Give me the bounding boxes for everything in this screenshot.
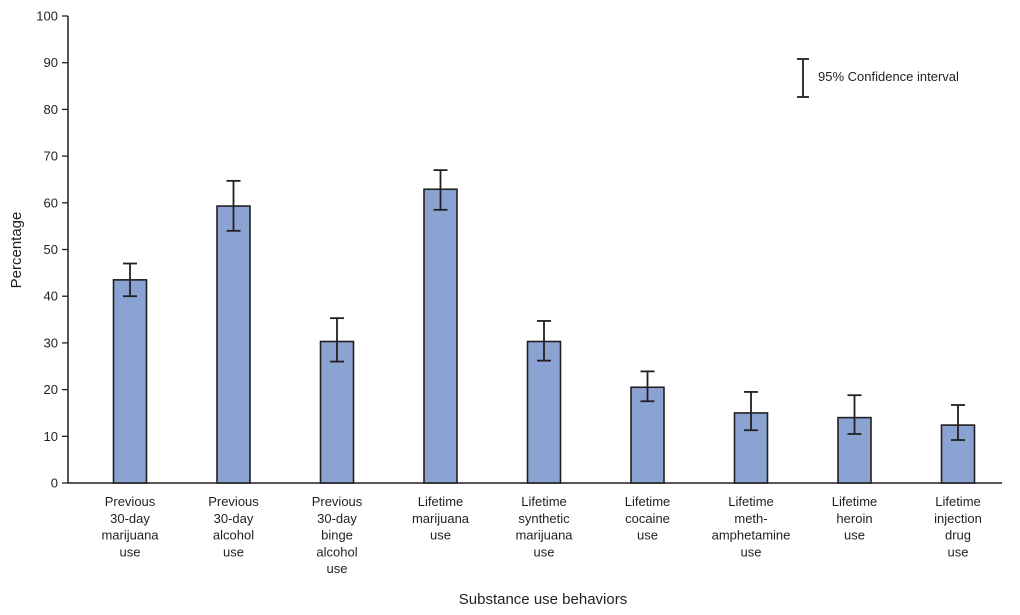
y-tick-label: 90 bbox=[44, 55, 58, 70]
category-label-line: use bbox=[844, 528, 865, 543]
category-label: Lifetime heroin use bbox=[832, 494, 878, 543]
y-axis-title: Percentage bbox=[8, 212, 25, 289]
bar bbox=[216, 205, 251, 484]
category-label-line: Lifetime bbox=[521, 494, 567, 509]
category-label-line: 30-day bbox=[317, 511, 357, 526]
legend: 95% Confidence interval bbox=[797, 58, 959, 98]
category-label: Lifetime synthetic marijuana use bbox=[515, 494, 573, 559]
category-label-line: use bbox=[223, 544, 244, 559]
y-tick-label: 10 bbox=[44, 429, 58, 444]
y-tick-label: 100 bbox=[36, 9, 58, 24]
legend-label: 95% Confidence interval bbox=[818, 69, 959, 84]
category-label: Lifetime marijuana use bbox=[412, 494, 470, 543]
category-label-line: 30-day bbox=[214, 511, 254, 526]
category-label-line: Previous bbox=[105, 494, 156, 509]
y-tick-label: 60 bbox=[44, 195, 58, 210]
y-tick-label: 80 bbox=[44, 102, 58, 117]
category-label: Lifetime injection drug use bbox=[934, 494, 982, 559]
y-tick-label: 50 bbox=[44, 242, 58, 257]
bar bbox=[630, 386, 665, 484]
category-label-line: use bbox=[327, 561, 348, 576]
category-label-line: marijuana bbox=[101, 528, 159, 543]
bars bbox=[112, 188, 976, 484]
category-label-line: Lifetime bbox=[728, 494, 774, 509]
category-label-line: use bbox=[741, 544, 762, 559]
category-label-line: synthetic bbox=[518, 511, 570, 526]
category-label-line: injection bbox=[934, 511, 982, 526]
category-label-line: use bbox=[948, 544, 969, 559]
category-label-line: use bbox=[534, 544, 555, 559]
category-label-line: Previous bbox=[312, 494, 363, 509]
error-bars bbox=[123, 169, 965, 441]
category-label-line: 30-day bbox=[110, 511, 150, 526]
bar bbox=[319, 340, 355, 484]
category-label-line: cocaine bbox=[625, 511, 670, 526]
category-label-line: meth- bbox=[734, 511, 767, 526]
category-label-line: Lifetime bbox=[935, 494, 981, 509]
category-label-line: amphetamine bbox=[712, 528, 791, 543]
bar bbox=[112, 279, 148, 484]
y-tick-label: 40 bbox=[44, 289, 58, 304]
bar bbox=[526, 340, 562, 484]
y-axis: 0 10 20 30 40 50 60 70 80 90 100 bbox=[36, 9, 69, 491]
category-label: Lifetime cocaine use bbox=[625, 494, 671, 543]
category-label: Previous 30-day binge alcohol use bbox=[312, 494, 363, 576]
category-label-line: Previous bbox=[208, 494, 259, 509]
category-label-line: use bbox=[120, 544, 141, 559]
y-tick-label: 0 bbox=[51, 476, 58, 491]
category-label-line: drug bbox=[945, 528, 971, 543]
y-tick-label: 70 bbox=[44, 149, 58, 164]
y-tick-label: 20 bbox=[44, 382, 58, 397]
category-label: Previous 30-day alcohol use bbox=[208, 494, 259, 559]
category-label-line: binge bbox=[321, 528, 353, 543]
category-label-line: Lifetime bbox=[625, 494, 671, 509]
category-label-line: use bbox=[637, 528, 658, 543]
category-label-line: Lifetime bbox=[418, 494, 464, 509]
category-label-line: alcohol bbox=[213, 528, 254, 543]
category-label: Lifetime meth-amphetamine use bbox=[712, 494, 791, 559]
category-label-line: alcohol bbox=[316, 544, 357, 559]
category-label-line: use bbox=[430, 528, 451, 543]
category-label-line: marijuana bbox=[515, 528, 573, 543]
category-label: Previous 30-day marijuana use bbox=[101, 494, 159, 559]
category-label-line: Lifetime bbox=[832, 494, 878, 509]
category-label-line: marijuana bbox=[412, 511, 470, 526]
x-axis-title: Substance use behaviors bbox=[459, 591, 627, 608]
y-tick-label: 30 bbox=[44, 335, 58, 350]
bar bbox=[423, 188, 458, 484]
category-label-line: heroin bbox=[836, 511, 872, 526]
